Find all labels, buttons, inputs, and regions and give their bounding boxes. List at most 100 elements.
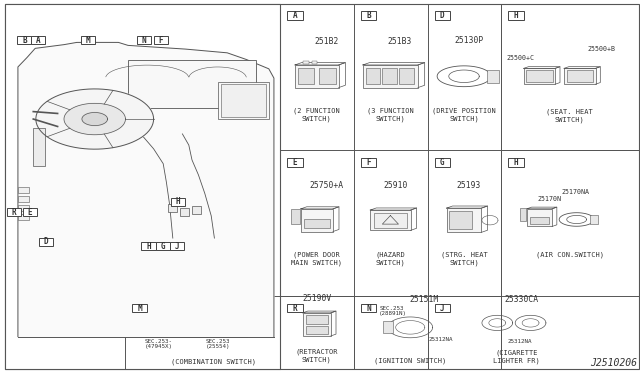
Bar xyxy=(145,308,247,337)
Text: 25750+A: 25750+A xyxy=(309,181,344,190)
Text: 25312NA: 25312NA xyxy=(508,339,532,343)
Polygon shape xyxy=(596,67,600,84)
Bar xyxy=(5,4,280,369)
Text: E: E xyxy=(28,208,33,217)
Text: (28891N): (28891N) xyxy=(378,311,406,316)
Polygon shape xyxy=(556,67,560,84)
Bar xyxy=(156,242,170,250)
Text: (47945X): (47945X) xyxy=(145,344,173,349)
Polygon shape xyxy=(36,89,154,149)
Text: A: A xyxy=(35,36,40,45)
Text: (25554): (25554) xyxy=(205,344,230,349)
Bar xyxy=(17,36,31,44)
Text: 25170N: 25170N xyxy=(538,196,562,202)
Text: (COMBINATION SWITCH): (COMBINATION SWITCH) xyxy=(172,358,256,365)
Bar xyxy=(164,308,189,315)
Bar xyxy=(529,217,550,224)
Text: D: D xyxy=(440,11,445,20)
Bar xyxy=(312,61,317,64)
Bar xyxy=(365,68,380,84)
Text: J2510206: J2510206 xyxy=(591,357,637,368)
Text: (SEAT. HEAT
SWITCH): (SEAT. HEAT SWITCH) xyxy=(546,109,593,124)
Text: SEC.253: SEC.253 xyxy=(205,339,230,343)
Bar xyxy=(18,196,29,202)
Bar xyxy=(524,68,556,84)
Polygon shape xyxy=(564,67,600,68)
Text: H: H xyxy=(513,158,518,167)
Bar xyxy=(370,210,411,230)
Text: SEC.253-: SEC.253- xyxy=(145,339,173,343)
Text: B: B xyxy=(22,36,27,45)
Text: R: R xyxy=(292,304,298,312)
Bar xyxy=(361,158,376,167)
Text: (RETRACTOR
SWITCH): (RETRACTOR SWITCH) xyxy=(296,349,338,363)
Text: 25130P: 25130P xyxy=(454,36,484,45)
Text: 251B2: 251B2 xyxy=(314,37,339,46)
Bar xyxy=(287,158,303,167)
Bar xyxy=(221,84,266,117)
Bar xyxy=(128,60,256,108)
Bar xyxy=(287,304,303,312)
Bar xyxy=(192,206,201,214)
Text: (2 FUNCTION
SWITCH): (2 FUNCTION SWITCH) xyxy=(293,108,340,122)
Bar xyxy=(303,61,308,64)
Bar xyxy=(564,68,596,84)
Bar xyxy=(447,208,481,232)
Polygon shape xyxy=(481,206,488,232)
Text: 25151M: 25151M xyxy=(410,295,439,304)
Text: J: J xyxy=(174,242,179,251)
Text: 25910: 25910 xyxy=(383,181,408,190)
Bar xyxy=(383,68,397,84)
Polygon shape xyxy=(559,213,594,226)
Bar xyxy=(527,209,552,227)
Bar xyxy=(361,11,376,20)
Bar xyxy=(590,215,598,224)
Text: 25500+B: 25500+B xyxy=(588,46,616,52)
Text: SEC.253: SEC.253 xyxy=(380,306,404,311)
Bar xyxy=(361,304,376,312)
Polygon shape xyxy=(18,42,274,337)
Bar xyxy=(567,70,593,82)
Polygon shape xyxy=(449,70,479,83)
Bar xyxy=(435,11,450,20)
Bar xyxy=(168,204,177,212)
Bar xyxy=(141,242,156,250)
Bar xyxy=(7,208,21,216)
Polygon shape xyxy=(524,67,560,68)
Bar xyxy=(303,313,331,336)
Bar xyxy=(23,208,37,216)
Text: M: M xyxy=(137,304,142,312)
Text: 25500+C: 25500+C xyxy=(507,55,535,61)
Bar xyxy=(508,158,524,167)
Text: N: N xyxy=(141,36,147,45)
Polygon shape xyxy=(411,208,417,230)
Polygon shape xyxy=(447,206,488,208)
Bar xyxy=(171,198,185,206)
Text: (POWER DOOR
MAIN SWITCH): (POWER DOOR MAIN SWITCH) xyxy=(291,252,342,266)
Bar xyxy=(33,128,45,166)
Polygon shape xyxy=(64,103,125,135)
Polygon shape xyxy=(370,208,417,210)
Bar xyxy=(31,36,45,44)
Text: B: B xyxy=(366,11,371,20)
Bar xyxy=(487,70,499,83)
Bar xyxy=(383,321,393,333)
Bar xyxy=(154,36,168,44)
Text: 25312NA: 25312NA xyxy=(428,337,452,341)
Bar xyxy=(374,213,407,228)
Polygon shape xyxy=(567,215,586,224)
Polygon shape xyxy=(339,62,346,87)
Polygon shape xyxy=(363,62,425,65)
Text: (STRG. HEAT
SWITCH): (STRG. HEAT SWITCH) xyxy=(440,252,488,266)
Text: D: D xyxy=(44,237,49,246)
Bar xyxy=(304,219,330,228)
Text: 251B3: 251B3 xyxy=(388,37,412,46)
Polygon shape xyxy=(303,311,336,313)
Bar xyxy=(435,304,450,312)
Text: 25330CA: 25330CA xyxy=(504,295,539,304)
Text: E: E xyxy=(292,158,298,167)
Text: 25170NA: 25170NA xyxy=(561,189,589,195)
Bar xyxy=(18,187,29,193)
Text: A: A xyxy=(292,11,298,20)
Bar xyxy=(508,11,524,20)
